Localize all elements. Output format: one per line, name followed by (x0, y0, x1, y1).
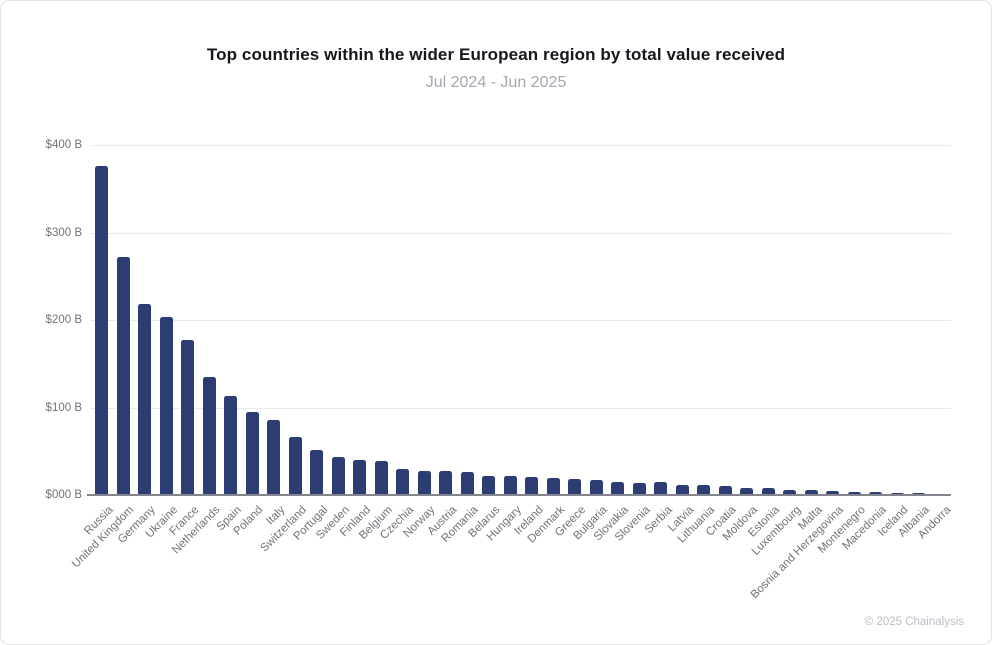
gridline-400 (91, 145, 951, 146)
chart-title: Top countries within the wider European … (206, 45, 786, 64)
bar-belarus (482, 475, 496, 495)
plot-area: $000 B $100 B $200 B $300 B $400 B Russia Uni… (46, 139, 954, 601)
bar-russia (95, 166, 109, 495)
x-axis-labels: Russia United Kingdom Germany Ukraine France… (70, 495, 953, 615)
copyright-note: © 2025 Chainalysis (864, 616, 964, 628)
gridline-200 (91, 320, 951, 321)
bar-montenegro (847, 491, 861, 495)
bar-belgium (374, 460, 388, 495)
bar-luxembourg (783, 489, 797, 495)
bar-slovakia (611, 481, 625, 495)
bar-malta (804, 489, 818, 495)
bar-denmark (546, 478, 560, 495)
bar-germany (138, 304, 152, 495)
y-tick-label-0: $000 B (45, 489, 82, 501)
bar-hungary (503, 475, 517, 495)
bar-sweden (331, 456, 345, 495)
bar-norway (417, 470, 431, 495)
bar-iceland (890, 492, 904, 495)
x-axis-line (87, 494, 951, 496)
bar-italy (267, 419, 281, 495)
y-tick-label-200: $200 B (45, 314, 82, 326)
bar-switzerland (288, 437, 302, 495)
y-tick-label-400: $400 B (45, 139, 82, 151)
bar-ireland (525, 476, 539, 495)
bar-france (181, 340, 195, 495)
bar-ukraine (159, 316, 173, 495)
bar-romania (460, 472, 474, 495)
bar-portugal (310, 449, 324, 495)
bar-estonia (761, 488, 775, 495)
bar-finland (353, 460, 367, 495)
gridline-100 (91, 407, 951, 409)
y-tick-label-300: $300 B (45, 226, 82, 239)
bar-slovenia (632, 482, 646, 495)
bar-netherlands (202, 376, 216, 495)
y-tick-label-100: $100 B (45, 401, 82, 414)
bar-united-kingdom (116, 257, 130, 495)
bar-poland (245, 411, 259, 495)
chart-subtitle: Jul 2024 - Jun 2025 (425, 74, 567, 91)
bar-spain (224, 396, 238, 495)
bar-moldova (740, 488, 754, 495)
bar-czechia (396, 468, 410, 495)
bar-austria (439, 471, 453, 495)
bar-croatia (718, 486, 732, 495)
bar-lithuania (697, 485, 711, 495)
bar-bosnia-and-herzegovina (826, 491, 840, 495)
bar-greece (568, 479, 582, 495)
gridline-300 (91, 232, 951, 234)
bar-serbia (654, 481, 668, 495)
bar-macedonia (869, 492, 883, 495)
bar-latvia (675, 484, 689, 495)
bar-bulgaria (589, 480, 603, 495)
